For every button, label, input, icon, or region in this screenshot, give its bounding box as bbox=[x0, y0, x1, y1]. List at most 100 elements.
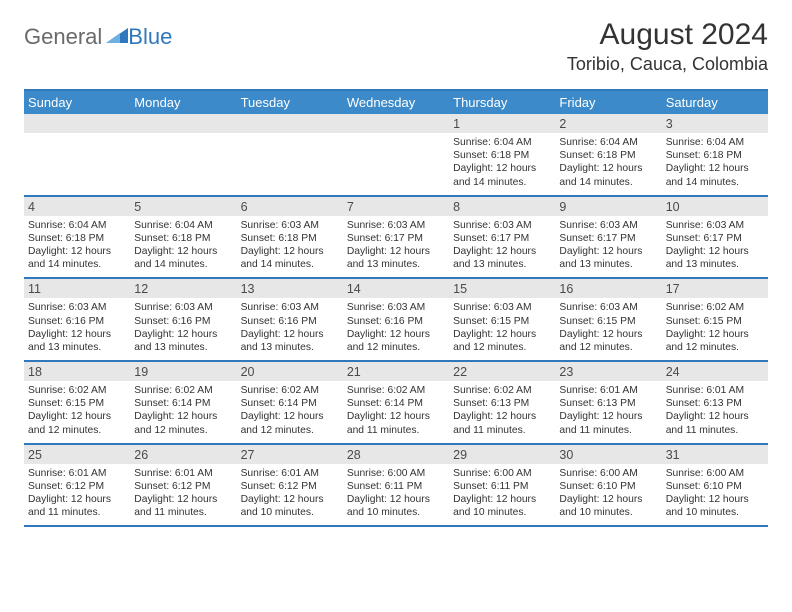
sunset-line: Sunset: 6:12 PM bbox=[134, 480, 232, 493]
sunrise-line: Sunrise: 6:00 AM bbox=[453, 467, 551, 480]
daylight-line: Daylight: 12 hours and 13 minutes. bbox=[134, 328, 232, 354]
calendar-week: 123Sunrise: 6:04 AMSunset: 6:18 PMDaylig… bbox=[24, 114, 768, 197]
weekday-header: Wednesday bbox=[343, 91, 449, 114]
day-number: 20 bbox=[237, 362, 343, 381]
day-body-row: Sunrise: 6:02 AMSunset: 6:15 PMDaylight:… bbox=[24, 381, 768, 443]
title-block: August 2024 Toribio, Cauca, Colombia bbox=[567, 18, 768, 75]
day-body-row: Sunrise: 6:01 AMSunset: 6:12 PMDaylight:… bbox=[24, 464, 768, 526]
sunset-line: Sunset: 6:10 PM bbox=[666, 480, 764, 493]
day-number: 2 bbox=[555, 114, 661, 133]
day-body bbox=[237, 133, 343, 195]
sunset-line: Sunset: 6:12 PM bbox=[241, 480, 339, 493]
sunset-line: Sunset: 6:16 PM bbox=[28, 315, 126, 328]
sunrise-line: Sunrise: 6:03 AM bbox=[453, 301, 551, 314]
location-subtitle: Toribio, Cauca, Colombia bbox=[567, 54, 768, 75]
day-number-row: 18192021222324 bbox=[24, 362, 768, 381]
day-number-row: 25262728293031 bbox=[24, 445, 768, 464]
daylight-line: Daylight: 12 hours and 12 minutes. bbox=[347, 328, 445, 354]
day-number: 9 bbox=[555, 197, 661, 216]
sunset-line: Sunset: 6:17 PM bbox=[559, 232, 657, 245]
day-number: 29 bbox=[449, 445, 555, 464]
day-body: Sunrise: 6:03 AMSunset: 6:16 PMDaylight:… bbox=[343, 298, 449, 360]
sunrise-line: Sunrise: 6:01 AM bbox=[28, 467, 126, 480]
day-body bbox=[130, 133, 236, 195]
day-number: 7 bbox=[343, 197, 449, 216]
daylight-line: Daylight: 12 hours and 14 minutes. bbox=[134, 245, 232, 271]
day-body: Sunrise: 6:03 AMSunset: 6:17 PMDaylight:… bbox=[343, 216, 449, 278]
calendar-grid: SundayMondayTuesdayWednesdayThursdayFrid… bbox=[24, 89, 768, 527]
day-body: Sunrise: 6:02 AMSunset: 6:14 PMDaylight:… bbox=[343, 381, 449, 443]
day-body: Sunrise: 6:01 AMSunset: 6:12 PMDaylight:… bbox=[237, 464, 343, 526]
sunrise-line: Sunrise: 6:04 AM bbox=[666, 136, 764, 149]
sunrise-line: Sunrise: 6:00 AM bbox=[666, 467, 764, 480]
day-number: 21 bbox=[343, 362, 449, 381]
day-number: 13 bbox=[237, 279, 343, 298]
sunrise-line: Sunrise: 6:04 AM bbox=[559, 136, 657, 149]
day-body: Sunrise: 6:01 AMSunset: 6:13 PMDaylight:… bbox=[555, 381, 661, 443]
sunrise-line: Sunrise: 6:03 AM bbox=[241, 219, 339, 232]
sunrise-line: Sunrise: 6:00 AM bbox=[347, 467, 445, 480]
sunrise-line: Sunrise: 6:03 AM bbox=[241, 301, 339, 314]
daylight-line: Daylight: 12 hours and 11 minutes. bbox=[666, 410, 764, 436]
sunset-line: Sunset: 6:17 PM bbox=[666, 232, 764, 245]
sunrise-line: Sunrise: 6:02 AM bbox=[453, 384, 551, 397]
day-body: Sunrise: 6:04 AMSunset: 6:18 PMDaylight:… bbox=[130, 216, 236, 278]
daylight-line: Daylight: 12 hours and 14 minutes. bbox=[453, 162, 551, 188]
day-body: Sunrise: 6:00 AMSunset: 6:11 PMDaylight:… bbox=[449, 464, 555, 526]
day-number: 8 bbox=[449, 197, 555, 216]
day-body: Sunrise: 6:02 AMSunset: 6:14 PMDaylight:… bbox=[237, 381, 343, 443]
day-body: Sunrise: 6:00 AMSunset: 6:10 PMDaylight:… bbox=[662, 464, 768, 526]
day-number-row: 123 bbox=[24, 114, 768, 133]
daylight-line: Daylight: 12 hours and 12 minutes. bbox=[559, 328, 657, 354]
day-body: Sunrise: 6:02 AMSunset: 6:13 PMDaylight:… bbox=[449, 381, 555, 443]
daylight-line: Daylight: 12 hours and 14 minutes. bbox=[666, 162, 764, 188]
daylight-line: Daylight: 12 hours and 11 minutes. bbox=[559, 410, 657, 436]
daylight-line: Daylight: 12 hours and 14 minutes. bbox=[559, 162, 657, 188]
day-body bbox=[24, 133, 130, 195]
day-body: Sunrise: 6:04 AMSunset: 6:18 PMDaylight:… bbox=[662, 133, 768, 195]
sunset-line: Sunset: 6:11 PM bbox=[347, 480, 445, 493]
sunrise-line: Sunrise: 6:04 AM bbox=[28, 219, 126, 232]
calendar-week: 11121314151617Sunrise: 6:03 AMSunset: 6:… bbox=[24, 279, 768, 362]
daylight-line: Daylight: 12 hours and 10 minutes. bbox=[453, 493, 551, 519]
day-number bbox=[130, 114, 236, 133]
daylight-line: Daylight: 12 hours and 11 minutes. bbox=[134, 493, 232, 519]
sunset-line: Sunset: 6:13 PM bbox=[666, 397, 764, 410]
weekday-header: Sunday bbox=[24, 91, 130, 114]
daylight-line: Daylight: 12 hours and 11 minutes. bbox=[347, 410, 445, 436]
sunrise-line: Sunrise: 6:03 AM bbox=[347, 219, 445, 232]
sunset-line: Sunset: 6:14 PM bbox=[347, 397, 445, 410]
day-number: 26 bbox=[130, 445, 236, 464]
day-number: 27 bbox=[237, 445, 343, 464]
daylight-line: Daylight: 12 hours and 13 minutes. bbox=[28, 328, 126, 354]
sunrise-line: Sunrise: 6:04 AM bbox=[134, 219, 232, 232]
day-body: Sunrise: 6:02 AMSunset: 6:15 PMDaylight:… bbox=[24, 381, 130, 443]
daylight-line: Daylight: 12 hours and 13 minutes. bbox=[453, 245, 551, 271]
daylight-line: Daylight: 12 hours and 14 minutes. bbox=[28, 245, 126, 271]
day-number bbox=[343, 114, 449, 133]
day-body: Sunrise: 6:04 AMSunset: 6:18 PMDaylight:… bbox=[555, 133, 661, 195]
weekday-header: Tuesday bbox=[237, 91, 343, 114]
sunrise-line: Sunrise: 6:01 AM bbox=[134, 467, 232, 480]
sunset-line: Sunset: 6:18 PM bbox=[666, 149, 764, 162]
daylight-line: Daylight: 12 hours and 11 minutes. bbox=[453, 410, 551, 436]
daylight-line: Daylight: 12 hours and 10 minutes. bbox=[241, 493, 339, 519]
sunset-line: Sunset: 6:18 PM bbox=[559, 149, 657, 162]
day-number bbox=[24, 114, 130, 133]
daylight-line: Daylight: 12 hours and 10 minutes. bbox=[666, 493, 764, 519]
day-body: Sunrise: 6:01 AMSunset: 6:12 PMDaylight:… bbox=[130, 464, 236, 526]
sunset-line: Sunset: 6:16 PM bbox=[347, 315, 445, 328]
sunset-line: Sunset: 6:17 PM bbox=[347, 232, 445, 245]
weekday-header-row: SundayMondayTuesdayWednesdayThursdayFrid… bbox=[24, 91, 768, 114]
day-number: 22 bbox=[449, 362, 555, 381]
sunset-line: Sunset: 6:11 PM bbox=[453, 480, 551, 493]
logo-word-general: General bbox=[24, 24, 102, 50]
month-title: August 2024 bbox=[567, 18, 768, 52]
sunrise-line: Sunrise: 6:03 AM bbox=[559, 301, 657, 314]
sunset-line: Sunset: 6:18 PM bbox=[241, 232, 339, 245]
sunrise-line: Sunrise: 6:00 AM bbox=[559, 467, 657, 480]
daylight-line: Daylight: 12 hours and 13 minutes. bbox=[241, 328, 339, 354]
day-body: Sunrise: 6:03 AMSunset: 6:15 PMDaylight:… bbox=[555, 298, 661, 360]
day-body: Sunrise: 6:03 AMSunset: 6:17 PMDaylight:… bbox=[555, 216, 661, 278]
day-number: 5 bbox=[130, 197, 236, 216]
